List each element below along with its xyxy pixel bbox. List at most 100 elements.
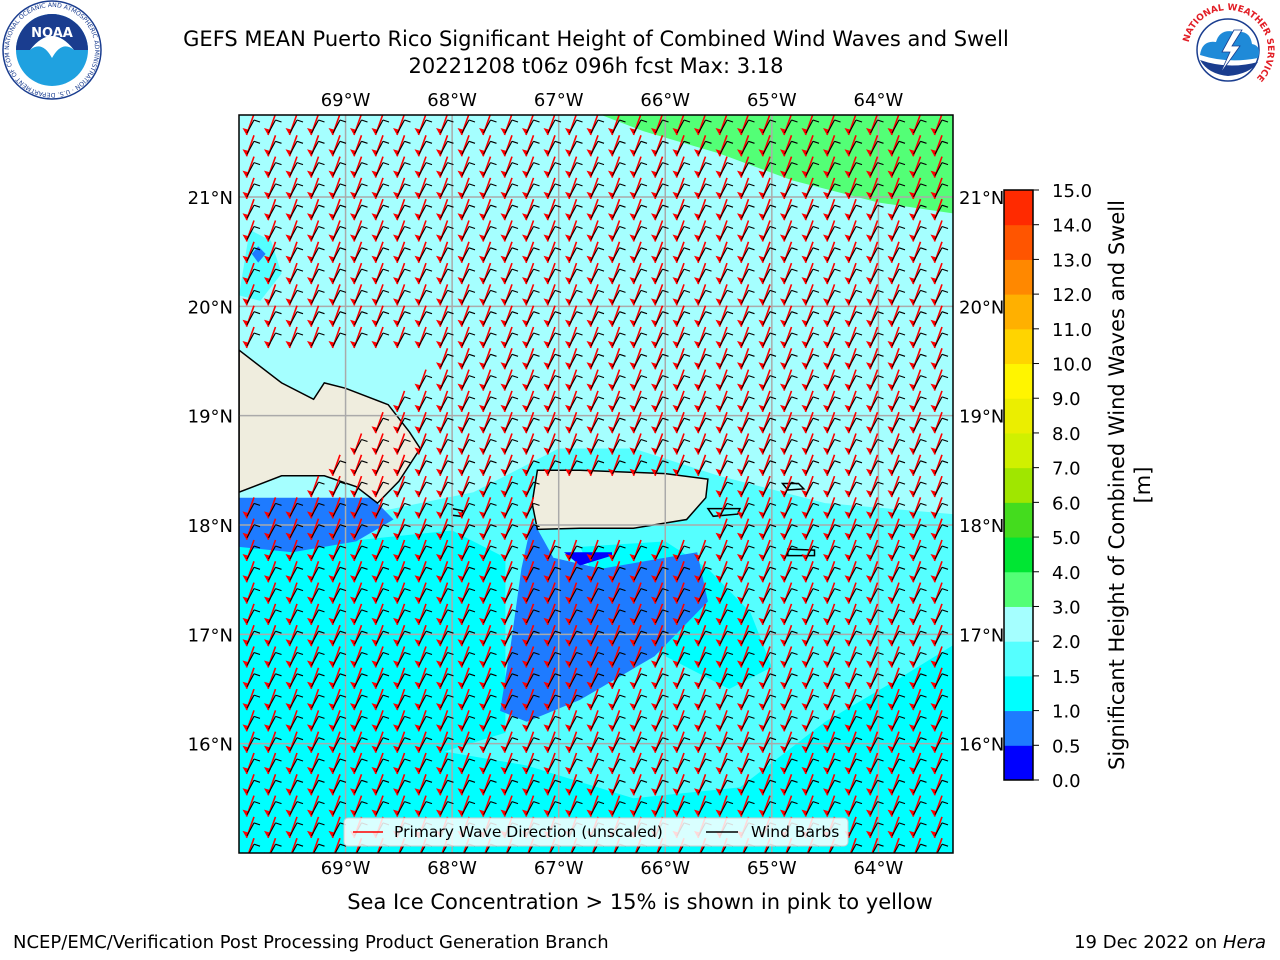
wave-arrowhead bbox=[801, 511, 809, 519]
wind-barb bbox=[891, 673, 900, 688]
wind-barb-feather bbox=[683, 162, 691, 166]
wind-barb bbox=[784, 481, 792, 496]
wind-barb bbox=[248, 843, 255, 853]
wave-arrowhead bbox=[565, 703, 572, 711]
wind-barb-feather bbox=[920, 162, 927, 166]
wave-arrowhead bbox=[586, 426, 594, 434]
wave-arrowhead bbox=[823, 170, 830, 178]
wind-barb bbox=[784, 268, 792, 283]
wind-barb-feather bbox=[705, 460, 712, 464]
wind-barb-feather bbox=[511, 332, 519, 336]
wind-barb-feather bbox=[339, 715, 347, 719]
wind-barb-feather bbox=[253, 630, 261, 634]
wind-barb bbox=[397, 716, 405, 730]
wave-arrowhead bbox=[715, 554, 723, 561]
wind-barb-feather bbox=[318, 843, 325, 847]
wind-barb bbox=[440, 162, 448, 176]
wind-barb-feather bbox=[705, 162, 712, 166]
wind-barb bbox=[354, 290, 362, 304]
wind-barb bbox=[891, 119, 900, 134]
wave-arrowhead bbox=[844, 809, 852, 817]
wind-barb-feather bbox=[404, 460, 411, 464]
wave-arrowhead bbox=[479, 575, 486, 583]
wave-arrowhead bbox=[715, 362, 723, 370]
wind-barb-feather bbox=[468, 375, 476, 379]
wave-arrowhead bbox=[328, 319, 336, 327]
wave-arrowhead bbox=[844, 575, 852, 583]
wind-barb-feather bbox=[253, 566, 261, 570]
wind-barb bbox=[719, 183, 728, 198]
wind-barb bbox=[440, 673, 448, 688]
wind-barb-feather bbox=[468, 779, 476, 783]
wind-barb-feather bbox=[576, 460, 583, 464]
wave-arrowhead bbox=[285, 788, 293, 796]
wave-arrowhead bbox=[823, 149, 830, 157]
wave-arrowhead bbox=[672, 809, 680, 817]
wind-barb-feather bbox=[533, 694, 540, 698]
wind-barb-feather bbox=[812, 204, 820, 208]
wind-barb bbox=[698, 119, 706, 134]
wind-barb bbox=[741, 141, 749, 155]
wind-barb bbox=[891, 503, 900, 517]
wave-arrowhead bbox=[629, 745, 637, 753]
wind-barb bbox=[268, 822, 276, 837]
wave-arrowhead bbox=[608, 277, 615, 285]
wind-barb-feather bbox=[318, 162, 325, 166]
wind-barb-feather bbox=[361, 524, 368, 528]
wind-barb bbox=[246, 758, 255, 773]
wave-arrowhead bbox=[672, 660, 680, 668]
lat-label-left: 21°N bbox=[188, 188, 233, 209]
wave-arrowhead bbox=[328, 703, 336, 711]
wave-arrowhead bbox=[457, 170, 465, 178]
wind-barb-feather bbox=[425, 417, 433, 421]
wind-barb-feather bbox=[941, 588, 949, 592]
wind-barb-feather bbox=[468, 758, 476, 762]
wind-barb bbox=[827, 567, 835, 581]
wave-arrowhead bbox=[586, 447, 594, 455]
wind-barb-feather bbox=[941, 609, 949, 613]
wind-barb bbox=[440, 758, 448, 773]
wind-barb-feather bbox=[748, 396, 755, 400]
wind-barb-feather bbox=[834, 204, 841, 208]
wind-barb bbox=[934, 716, 943, 730]
wind-barb bbox=[461, 226, 470, 240]
wind-barb-feather bbox=[361, 566, 368, 570]
wind-barb-feather bbox=[490, 715, 497, 719]
wave-arrowhead bbox=[436, 170, 443, 178]
wind-barb-feather bbox=[425, 396, 433, 400]
wind-barb bbox=[741, 417, 749, 432]
wave-arrowhead bbox=[694, 170, 701, 178]
wave-arrowhead bbox=[307, 341, 314, 348]
wave-arrowhead bbox=[393, 319, 400, 327]
wind-barb-feather bbox=[683, 375, 691, 379]
chart-title: GEFS MEAN Puerto Rico Significant Height… bbox=[183, 27, 1009, 51]
wave-arrowhead bbox=[393, 468, 400, 476]
wave-arrowhead bbox=[694, 234, 701, 242]
wave-arrowhead bbox=[350, 191, 357, 199]
wave-arrowhead bbox=[565, 617, 572, 625]
wind-barb-feather bbox=[898, 630, 906, 634]
wave-arrowhead bbox=[371, 575, 379, 583]
wind-barb-feather bbox=[662, 332, 669, 336]
wave-arrowhead bbox=[909, 128, 916, 135]
wave-arrowhead bbox=[780, 447, 787, 455]
wind-barb bbox=[784, 119, 792, 134]
wave-arrowhead bbox=[522, 745, 529, 753]
wind-barb-feather bbox=[855, 673, 863, 677]
wind-barb bbox=[805, 588, 814, 602]
wave-arrowhead bbox=[264, 660, 271, 668]
wave-arrowhead bbox=[264, 554, 271, 561]
wind-barb-feather bbox=[468, 566, 476, 570]
wind-barb bbox=[354, 716, 362, 730]
wave-arrowhead bbox=[823, 532, 830, 540]
wave-arrowhead bbox=[565, 149, 572, 157]
wind-barb bbox=[461, 311, 470, 325]
wind-barb-feather bbox=[748, 779, 755, 783]
wind-barb bbox=[934, 354, 943, 368]
wind-barb bbox=[719, 290, 728, 304]
wave-arrowhead bbox=[371, 170, 379, 178]
wave-arrowhead bbox=[801, 575, 809, 583]
wave-arrowhead bbox=[285, 660, 293, 668]
wind-barb-feather bbox=[597, 375, 605, 379]
wind-barb-feather bbox=[576, 225, 583, 230]
